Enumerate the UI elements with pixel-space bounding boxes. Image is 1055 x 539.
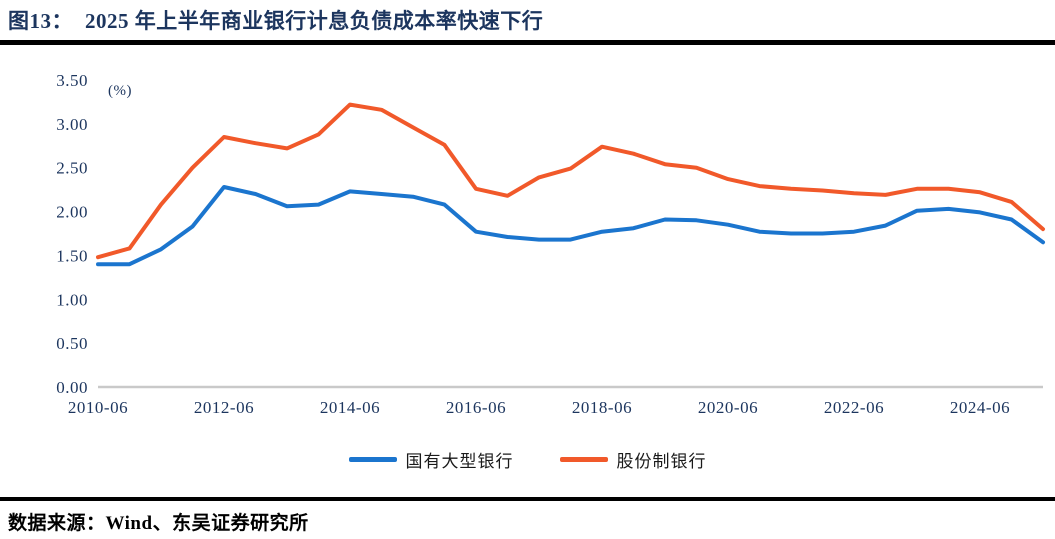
y-tick-label: 1.50 bbox=[56, 246, 88, 265]
x-tick-label: 2018-06 bbox=[572, 398, 632, 417]
y-tick-label: 3.00 bbox=[56, 115, 88, 134]
chart-legend: 国有大型银行 股份制银行 bbox=[0, 447, 1055, 471]
legend-item-state-owned-banks: 国有大型银行 bbox=[348, 447, 514, 472]
legend-item-joint-stock-banks: 股份制银行 bbox=[559, 447, 707, 472]
x-tick-label: 2016-06 bbox=[446, 398, 506, 417]
data-source: 数据来源：Wind、东吴证券研究所 bbox=[8, 513, 309, 534]
x-tick-label: 2024-06 bbox=[950, 398, 1010, 417]
plot-area: 0.00 0.50 1.00 1.50 2.00 2.50 3.00 3.50 (%) 2010-… bbox=[56, 71, 1045, 417]
x-tick-label: 2010-06 bbox=[68, 398, 128, 417]
legend-line-swatch-blue bbox=[348, 456, 397, 462]
y-tick-label: 2.00 bbox=[56, 203, 88, 222]
figure-number-label: 图13： bbox=[8, 9, 73, 33]
figure-title: 图13： 2025 年上半年商业银行计息负债成本率快速下行 bbox=[8, 5, 543, 35]
line-chart: 0.00 0.50 1.00 1.50 2.00 2.50 3.00 3.50 (%) 2010-… bbox=[0, 55, 1055, 435]
series-line-0 bbox=[96, 185, 1045, 267]
y-tick-label: 0.50 bbox=[56, 334, 88, 353]
y-axis-unit-label: (%) bbox=[108, 83, 132, 99]
y-tick-label: 2.50 bbox=[56, 159, 88, 178]
x-tick-label: 2012-06 bbox=[194, 398, 254, 417]
x-tick-label: 2022-06 bbox=[824, 398, 884, 417]
footer-divider bbox=[0, 497, 1055, 501]
title-divider bbox=[0, 40, 1055, 45]
series-line-1 bbox=[96, 102, 1045, 260]
x-tick-label: 2020-06 bbox=[698, 398, 758, 417]
y-tick-label: 3.50 bbox=[56, 71, 88, 90]
legend-label-joint-stock-banks: 股份制银行 bbox=[616, 451, 707, 471]
legend-label-state-owned-banks: 国有大型银行 bbox=[405, 451, 514, 471]
y-tick-label: 0.00 bbox=[56, 378, 88, 397]
x-tick-label: 2014-06 bbox=[320, 398, 380, 417]
y-tick-label: 1.00 bbox=[56, 290, 88, 309]
figure-title-text: 2025 年上半年商业银行计息负债成本率快速下行 bbox=[85, 9, 544, 33]
legend-line-swatch-orange bbox=[559, 456, 608, 462]
